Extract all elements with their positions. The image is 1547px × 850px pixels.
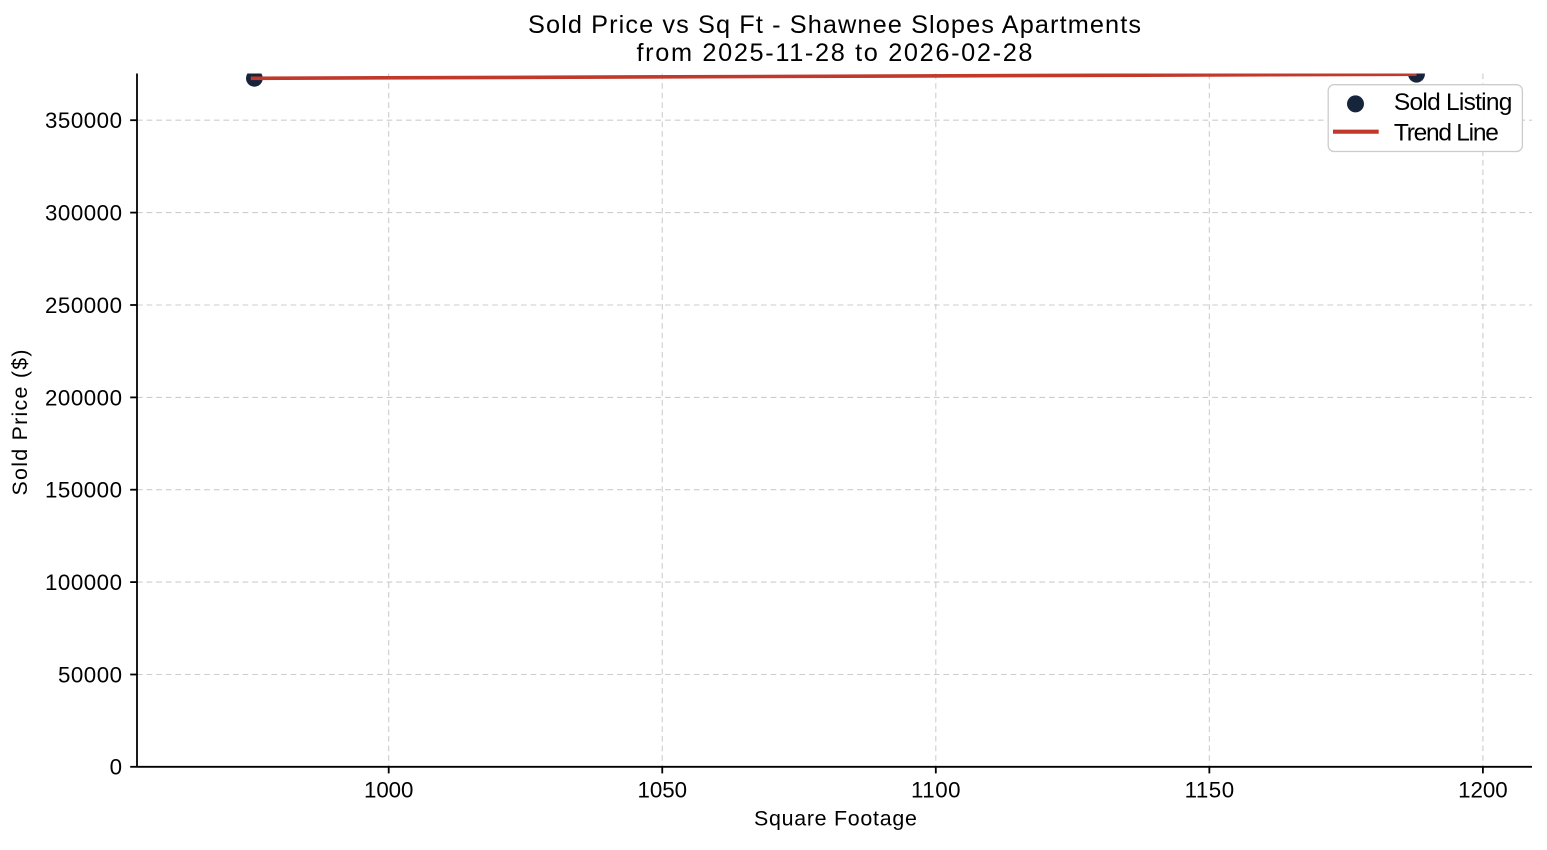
svg-text:250000: 250000 <box>45 293 122 318</box>
svg-text:Trend Line: Trend Line <box>1394 119 1499 146</box>
svg-text:300000: 300000 <box>45 201 122 226</box>
svg-text:Square Footage: Square Footage <box>754 806 917 830</box>
svg-text:1050: 1050 <box>638 778 688 803</box>
svg-text:100000: 100000 <box>45 570 122 595</box>
svg-text:1000: 1000 <box>364 778 414 803</box>
svg-text:150000: 150000 <box>45 478 122 503</box>
svg-text:Sold Price vs Sq Ft - Shawnee: Sold Price vs Sq Ft - Shawnee Slopes Apa… <box>528 11 1141 39</box>
svg-text:Sold Listing: Sold Listing <box>1394 89 1513 116</box>
svg-text:from 2025-11-28 to 2026-02-28: from 2025-11-28 to 2026-02-28 <box>637 39 1033 67</box>
svg-text:1200: 1200 <box>1458 778 1508 803</box>
svg-text:1150: 1150 <box>1185 778 1235 803</box>
svg-text:Sold Price ($): Sold Price ($) <box>8 350 32 496</box>
svg-text:0: 0 <box>110 755 122 780</box>
svg-text:200000: 200000 <box>45 385 122 410</box>
svg-text:1100: 1100 <box>911 778 961 803</box>
svg-text:50000: 50000 <box>58 662 122 687</box>
svg-text:350000: 350000 <box>45 108 122 133</box>
